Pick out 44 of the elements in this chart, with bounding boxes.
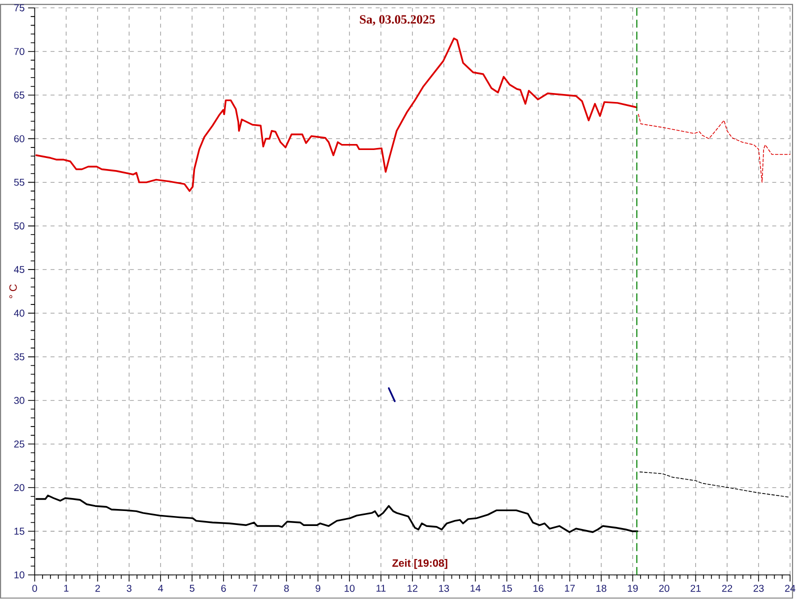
x-tick-label: 8 <box>284 584 289 592</box>
x-tick-label: 12 <box>408 584 418 592</box>
y-tick-label: 30 <box>14 397 24 404</box>
chart-title: Sa, 03.05.2025 <box>360 15 435 26</box>
y-tick-label: 65 <box>14 92 24 99</box>
y-tick-label: 50 <box>14 222 24 230</box>
y-tick-label: 20 <box>14 484 24 492</box>
x-tick-label: 5 <box>190 584 194 592</box>
y-tick-label: 10 <box>14 572 24 579</box>
x-tick-label: 19 <box>628 584 638 592</box>
y-tick-label: 15 <box>14 528 24 535</box>
x-tick-label: 14 <box>470 584 481 592</box>
x-tick-label: 6 <box>221 584 226 592</box>
x-tick-label: 18 <box>596 584 606 592</box>
x-tick-label: 4 <box>158 584 164 592</box>
line-series <box>638 114 790 183</box>
x-axis-title: Zeit [19:08] <box>392 559 448 570</box>
x-tick-label: 0 <box>32 584 38 592</box>
x-tick-label: 2 <box>95 584 100 592</box>
x-tick-label: 20 <box>659 584 670 592</box>
y-tick-label: 55 <box>14 179 24 186</box>
y-axis-title: ° C <box>9 284 17 298</box>
y-tick-label: 70 <box>14 48 24 56</box>
y-tick-label: 75 <box>14 4 24 12</box>
x-tick-label: 7 <box>252 584 258 592</box>
x-tick-label: 11 <box>376 584 386 592</box>
x-tick-label: 22 <box>722 584 732 592</box>
x-tick-label: 3 <box>126 584 132 592</box>
line-series <box>35 38 638 192</box>
x-tick-label: 10 <box>344 584 355 592</box>
x-tick-label: 17 <box>565 584 575 592</box>
y-tick-label: 40 <box>14 310 24 317</box>
y-tick-label: 25 <box>14 440 24 448</box>
x-tick-label: 1 <box>64 584 68 592</box>
x-tick-label: 9 <box>316 584 320 592</box>
x-tick-label: 21 <box>690 584 701 592</box>
y-tick-label: 60 <box>14 135 24 142</box>
x-tick-label: 15 <box>502 584 512 592</box>
x-tick-label: 16 <box>534 584 544 592</box>
x-tick-label: 13 <box>439 584 449 592</box>
line-series <box>640 472 790 498</box>
y-tick-label: 45 <box>14 266 24 274</box>
y-tick-label: 35 <box>14 353 24 360</box>
x-tick-label: 23 <box>754 584 764 592</box>
